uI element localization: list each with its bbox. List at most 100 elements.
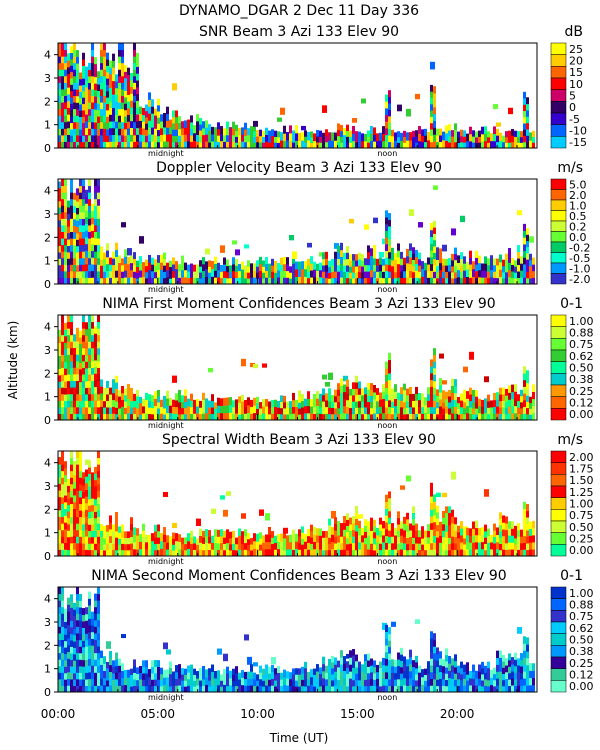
heatmap-cell bbox=[88, 645, 91, 653]
heatmap-cell bbox=[349, 657, 352, 665]
heatmap-cell bbox=[460, 393, 463, 401]
colorbar-label: 0.0 bbox=[569, 231, 587, 244]
heatmap-cell bbox=[421, 669, 424, 678]
heatmap-cell bbox=[67, 347, 70, 355]
heatmap-cell bbox=[136, 673, 139, 681]
heatmap-cell bbox=[502, 679, 505, 687]
heatmap-cell bbox=[220, 265, 223, 272]
heatmap-cell bbox=[67, 387, 70, 395]
heatmap-cell bbox=[322, 677, 325, 686]
heatmap-cell bbox=[88, 473, 91, 481]
heatmap-cell bbox=[505, 665, 508, 673]
heatmap-cell bbox=[523, 243, 526, 252]
heatmap-cell bbox=[58, 549, 61, 557]
heatmap-cell bbox=[67, 374, 70, 382]
heatmap-cell bbox=[406, 531, 409, 538]
heatmap-cell bbox=[457, 525, 460, 533]
heatmap-cell bbox=[499, 413, 502, 421]
heatmap-cell bbox=[433, 652, 436, 660]
heatmap-cell bbox=[124, 669, 127, 678]
heatmap-cell bbox=[118, 56, 121, 64]
heatmap-cell bbox=[481, 413, 484, 421]
heatmap-cell bbox=[367, 271, 370, 279]
heatmap-cell bbox=[463, 401, 466, 409]
heatmap-cell bbox=[118, 544, 121, 551]
heatmap-cell bbox=[91, 380, 94, 388]
y-tick-label: 4 bbox=[44, 457, 51, 470]
heatmap-cell bbox=[364, 525, 367, 532]
heatmap-cell bbox=[118, 49, 121, 57]
heatmap-cell bbox=[106, 667, 109, 675]
heatmap-cell bbox=[445, 391, 448, 400]
heatmap-cell bbox=[70, 328, 73, 336]
heatmap-cell bbox=[355, 518, 358, 526]
heatmap-cell bbox=[400, 685, 403, 693]
heatmap-cell bbox=[109, 671, 112, 679]
heatmap-cell bbox=[439, 651, 442, 659]
heatmap-cell bbox=[73, 82, 76, 90]
heatmap-cell bbox=[73, 231, 76, 239]
heatmap-cell bbox=[100, 530, 103, 538]
heatmap-cell bbox=[472, 413, 475, 421]
heatmap-cell bbox=[61, 264, 64, 272]
heatmap-cell bbox=[397, 511, 400, 519]
heatmap-cell bbox=[244, 141, 247, 149]
heatmap-cell bbox=[499, 524, 502, 532]
heatmap-cell bbox=[388, 135, 391, 143]
heatmap-cell bbox=[334, 277, 337, 285]
heatmap-cell bbox=[127, 543, 130, 551]
colorbar-swatch bbox=[550, 326, 567, 339]
colorbar-swatch bbox=[550, 101, 567, 114]
heatmap-cell bbox=[58, 613, 61, 621]
heatmap-cell bbox=[58, 200, 61, 208]
heatmap-cell bbox=[259, 532, 262, 539]
heatmap-cell bbox=[61, 600, 64, 608]
heatmap-cell bbox=[367, 277, 370, 285]
heatmap-cell bbox=[442, 530, 445, 538]
heatmap-cell bbox=[112, 277, 115, 285]
heatmap-cell bbox=[430, 379, 433, 387]
heatmap-cell bbox=[475, 142, 478, 149]
heatmap-cell bbox=[385, 277, 388, 285]
heatmap-cell bbox=[109, 100, 112, 109]
heatmap-cell bbox=[529, 542, 532, 550]
heatmap-cell bbox=[496, 271, 499, 279]
heatmap-cell bbox=[97, 192, 100, 200]
heatmap-cell bbox=[430, 122, 433, 130]
heatmap-cell bbox=[373, 277, 376, 285]
heatmap-cell bbox=[79, 103, 82, 111]
heatmap-cell bbox=[424, 549, 427, 557]
heatmap-patch bbox=[307, 242, 312, 248]
heatmap-cell bbox=[187, 685, 190, 693]
heatmap-cell bbox=[295, 132, 298, 141]
heatmap-cell bbox=[133, 393, 136, 401]
heatmap-cell bbox=[79, 343, 82, 351]
heatmap-cell bbox=[409, 536, 412, 544]
heatmap-cell bbox=[391, 253, 394, 261]
heatmap-cell bbox=[304, 136, 307, 143]
heatmap-cell bbox=[154, 666, 157, 674]
heatmap-cell bbox=[64, 128, 67, 136]
heatmap-cell bbox=[379, 549, 382, 557]
heatmap-cell bbox=[70, 678, 73, 686]
heatmap-cell bbox=[88, 651, 91, 660]
heatmap-cell bbox=[382, 140, 385, 149]
heatmap-cell bbox=[376, 388, 379, 395]
heatmap-cell bbox=[232, 128, 235, 136]
heatmap-cell bbox=[385, 237, 388, 245]
heatmap-cell bbox=[445, 132, 448, 141]
heatmap-cell bbox=[88, 479, 91, 487]
heatmap-cell bbox=[367, 407, 370, 415]
heatmap-cell bbox=[91, 651, 94, 660]
heatmap-cell bbox=[133, 271, 136, 279]
heatmap-cell bbox=[61, 231, 64, 239]
heatmap-cell bbox=[61, 523, 64, 531]
heatmap-cell bbox=[409, 250, 412, 258]
heatmap-cell bbox=[58, 503, 61, 511]
heatmap-cell bbox=[58, 476, 61, 484]
heatmap-cell bbox=[67, 624, 70, 632]
heatmap-cell bbox=[148, 669, 151, 678]
heatmap-cell bbox=[97, 523, 100, 531]
colorbar-label: 0.00 bbox=[569, 408, 594, 421]
heatmap-cell bbox=[82, 198, 85, 206]
